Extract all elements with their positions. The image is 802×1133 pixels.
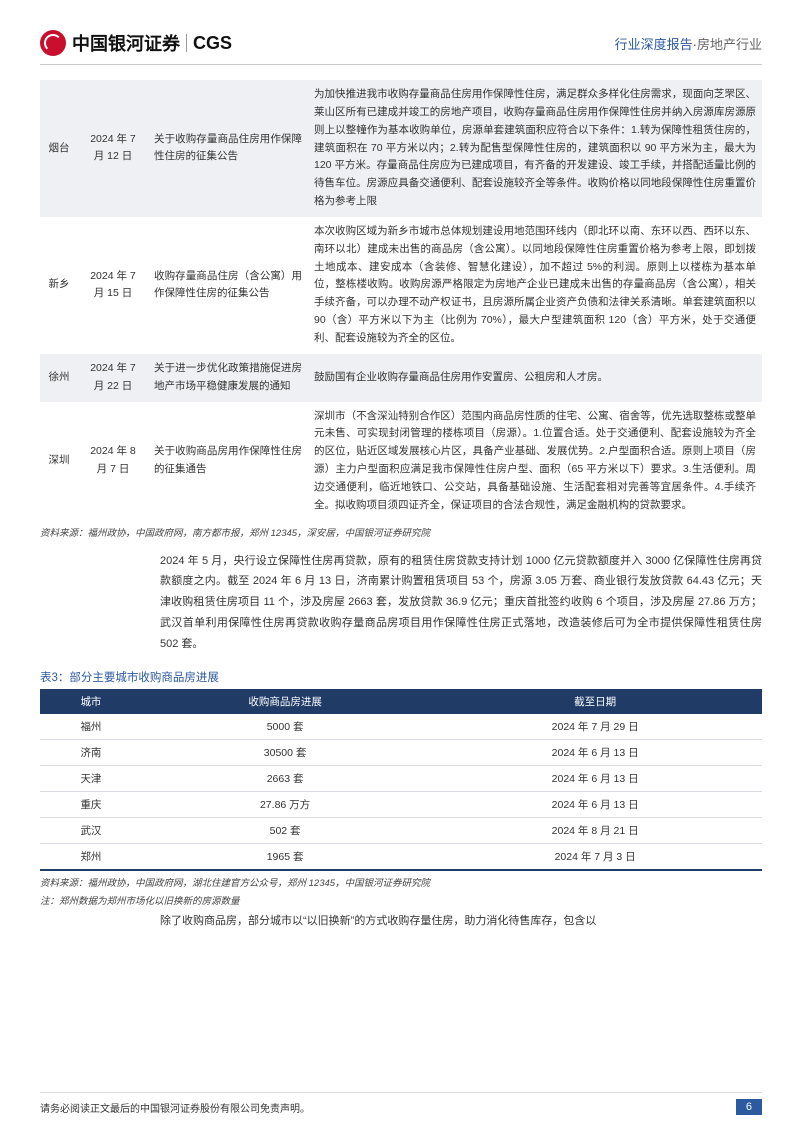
table-row: 济南 30500 套 2024 年 6 月 13 日 (40, 740, 762, 766)
table3-caption: 表3：部分主要城市收购商品房进展 (40, 669, 762, 685)
cell-city: 济南 (40, 740, 142, 766)
cell-date: 2024 年 6 月 13 日 (428, 766, 762, 792)
footer-disclaimer: 请务必阅读正文最后的中国银河证券股份有限公司免责声明。 (40, 1100, 310, 1115)
cell-city: 烟台 (40, 80, 78, 217)
page-footer: 请务必阅读正文最后的中国银河证券股份有限公司免责声明。 6 (40, 1092, 762, 1115)
col-progress: 收购商品房进展 (142, 689, 428, 714)
cell-date: 2024 年 7 月 3 日 (428, 844, 762, 871)
page-number: 6 (736, 1099, 762, 1115)
cell-progress: 30500 套 (142, 740, 428, 766)
table-row: 郑州 1965 套 2024 年 7 月 3 日 (40, 844, 762, 871)
cell-progress: 2663 套 (142, 766, 428, 792)
cell-desc: 深圳市（不含深汕特别合作区）范围内商品房性质的住宅、公寓、宿舍等，优先选取整栋或… (308, 402, 762, 521)
cell-title: 关于收购存量商品住房用作保障性住房的征集公告 (148, 80, 308, 217)
body-paragraph: 2024 年 5 月，央行设立保障性住房再贷款，原有的租赁住房贷款支持计划 10… (40, 551, 762, 655)
report-sector: 房地产行业 (697, 37, 762, 52)
table-row: 烟台 2024 年 7 月 12 日 关于收购存量商品住房用作保障性住房的征集公… (40, 80, 762, 217)
table-row: 重庆 27.86 万方 2024 年 6 月 13 日 (40, 792, 762, 818)
cell-progress: 502 套 (142, 818, 428, 844)
col-city: 城市 (40, 689, 142, 714)
report-category: 行业深度报告 (615, 37, 693, 52)
cell-date: 2024 年 7 月 29 日 (428, 714, 762, 740)
table-row: 徐州 2024 年 7 月 22 日 关于进一步优化政策措施促进房地产市场平稳健… (40, 354, 762, 402)
cell-city: 武汉 (40, 818, 142, 844)
table-row: 新乡 2024 年 7 月 15 日 收购存量商品住房（含公寓）用作保障性住房的… (40, 217, 762, 354)
table-row: 深圳 2024 年 8 月 7 日 关于收购商品房用作保障性住房的征集通告 深圳… (40, 402, 762, 521)
table1-source: 资料来源：福州政协，中国政府网，南方都市报，郑州 12345，深安居，中国银河证… (40, 525, 762, 539)
policy-table: 烟台 2024 年 7 月 12 日 关于收购存量商品住房用作保障性住房的征集公… (40, 80, 762, 521)
cell-title: 关于进一步优化政策措施促进房地产市场平稳健康发展的通知 (148, 354, 308, 402)
cell-title: 关于收购商品房用作保障性住房的征集通告 (148, 402, 308, 521)
cell-city: 重庆 (40, 792, 142, 818)
logo-text: 中国银河证券 (72, 30, 180, 56)
cell-date: 2024 年 6 月 13 日 (428, 792, 762, 818)
table-row: 武汉 502 套 2024 年 8 月 21 日 (40, 818, 762, 844)
cell-city: 徐州 (40, 354, 78, 402)
logo-cgs: CGS (193, 33, 232, 54)
table3-note: 注：郑州数据为郑州市场化以旧换新的房源数量 (40, 893, 762, 907)
header-category: 行业深度报告·房地产行业 (615, 34, 762, 53)
cell-title: 收购存量商品住房（含公寓）用作保障性住房的征集公告 (148, 217, 308, 354)
cell-city: 天津 (40, 766, 142, 792)
col-date: 截至日期 (428, 689, 762, 714)
logo-icon (40, 30, 66, 56)
cell-progress: 5000 套 (142, 714, 428, 740)
cell-date: 2024 年 6 月 13 日 (428, 740, 762, 766)
cell-city: 深圳 (40, 402, 78, 521)
cell-date: 2024 年 7 月 12 日 (78, 80, 148, 217)
cell-desc: 鼓励国有企业收购存量商品住房用作安置房、公租房和人才房。 (308, 354, 762, 402)
body-paragraph-2: 除了收购商品房，部分城市以“以旧换新”的方式收购存量住房，助力消化待售库存，包含… (40, 911, 762, 932)
logo-divider (186, 34, 187, 52)
cell-date: 2024 年 7 月 15 日 (78, 217, 148, 354)
cell-city: 郑州 (40, 844, 142, 871)
page-header: 中国银河证券 CGS 行业深度报告·房地产行业 (40, 30, 762, 65)
progress-table: 城市 收购商品房进展 截至日期 福州 5000 套 2024 年 7 月 29 … (40, 689, 762, 871)
cell-city: 新乡 (40, 217, 78, 354)
table-row: 福州 5000 套 2024 年 7 月 29 日 (40, 714, 762, 740)
cell-date: 2024 年 8 月 7 日 (78, 402, 148, 521)
cell-date: 2024 年 7 月 22 日 (78, 354, 148, 402)
cell-desc: 为加快推进我市收购存量商品住房用作保障性住房，满足群众多样化住房需求，现面向芝罘… (308, 80, 762, 217)
cell-date: 2024 年 8 月 21 日 (428, 818, 762, 844)
table-row: 天津 2663 套 2024 年 6 月 13 日 (40, 766, 762, 792)
cell-city: 福州 (40, 714, 142, 740)
logo-block: 中国银河证券 CGS (40, 30, 232, 56)
cell-desc: 本次收购区域为新乡市城市总体规划建设用地范围环线内（即北环以南、东环以西、西环以… (308, 217, 762, 354)
cell-progress: 27.86 万方 (142, 792, 428, 818)
cell-progress: 1965 套 (142, 844, 428, 871)
table3-source: 资料来源：福州政协，中国政府网，湖北住建官方公众号，郑州 12345，中国银河证… (40, 875, 762, 889)
